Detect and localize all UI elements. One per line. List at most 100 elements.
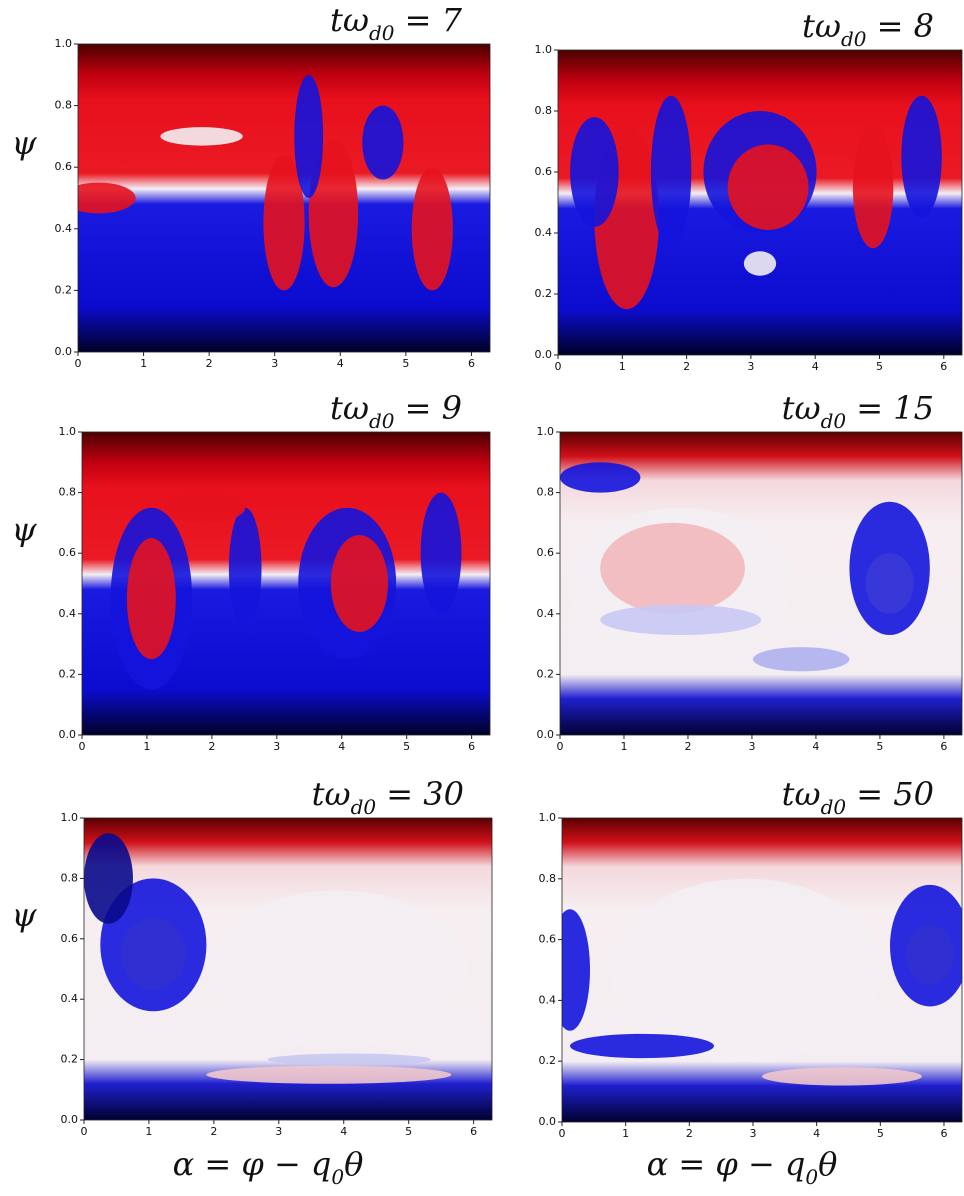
field-structure (420, 492, 462, 614)
y-tick-label: 0.6 (539, 933, 557, 946)
y-axis-label: ψ (11, 510, 37, 548)
x-tick-label: 1 (620, 740, 627, 753)
x-tick-label: 1 (140, 357, 147, 370)
x-tick-label: 4 (813, 1127, 820, 1140)
x-tick-label: 2 (683, 360, 690, 373)
field-structure (570, 117, 619, 227)
x-tick-label: 2 (684, 740, 691, 753)
y-tick-label: 1.0 (537, 425, 555, 438)
panel-title-part: = 8 (866, 7, 934, 45)
field-structure (727, 144, 809, 230)
panel-title-part: tω (330, 1, 369, 39)
panel-title: tωd0 = 7 (330, 1, 463, 45)
field-structure (78, 182, 136, 214)
panel-title-part: d0 (351, 795, 377, 819)
x-tick-label: 6 (468, 740, 475, 753)
field-structure (600, 522, 745, 614)
panel-title: tωd0 = 30 (312, 775, 464, 819)
x-tick-label: 2 (206, 357, 213, 370)
field-structure (906, 924, 954, 986)
y-tick-label: 0.4 (537, 607, 555, 620)
field-structure (263, 154, 305, 291)
field-structure (901, 95, 942, 218)
x-tick-label: 6 (470, 1125, 477, 1138)
field-structure (120, 917, 186, 991)
x-tick-label: 2 (686, 1127, 693, 1140)
field-image (84, 818, 492, 1120)
panel: 0 1 2 3 4 5 6 0.0 0.2 0.4 0.6 0.8 1.0 tωd0 = 8 (535, 7, 963, 373)
x-axis-label-part: θ (818, 1145, 837, 1183)
field-structure (126, 538, 176, 660)
x-tick-label: 0 (559, 1127, 566, 1140)
plot-frame (77, 43, 491, 353)
field-structure (852, 126, 894, 249)
y-tick-label: 0.4 (55, 222, 73, 235)
y-tick-label: 0.4 (535, 226, 553, 239)
field-structure (330, 535, 388, 632)
x-tick-label: 1 (622, 1127, 629, 1140)
y-tick-label: 0.0 (61, 1113, 79, 1126)
x-tick-label: 6 (940, 1127, 947, 1140)
field-structure (570, 1033, 714, 1059)
field-image (78, 44, 490, 352)
x-axis-label-part: 0 (331, 1165, 344, 1189)
panel-title-part: = 9 (394, 389, 462, 427)
y-tick-label: 1.0 (61, 811, 79, 824)
x-axis-label-part: α = φ − q (173, 1145, 332, 1183)
panel-title-part: = 50 (846, 775, 934, 813)
x-tick-label: 5 (403, 740, 410, 753)
field-structure (160, 127, 243, 146)
field-structure (163, 492, 246, 523)
field-image (558, 50, 962, 355)
plot-frame (557, 49, 963, 356)
y-tick-label: 0.6 (55, 160, 73, 173)
x-tick-label: 0 (79, 740, 86, 753)
x-tick-label: 5 (877, 1127, 884, 1140)
field-structure (362, 105, 404, 180)
panel-title: tωd0 = 9 (330, 389, 462, 433)
field-structure (762, 1067, 922, 1086)
field-structure (865, 553, 914, 614)
y-tick-label: 0.0 (59, 728, 77, 741)
y-tick-label: 1.0 (539, 811, 557, 824)
y-tick-label: 0.2 (55, 283, 73, 296)
x-tick-label: 4 (338, 740, 345, 753)
y-tick-label: 0.0 (55, 345, 73, 358)
panel: 0 1 2 3 4 5 6 0.0 0.2 0.4 0.6 0.8 1.0 tωd0 = 50 α = φ … (539, 775, 963, 1189)
y-axis-label: ψ (11, 896, 37, 934)
x-tick-label: 4 (812, 360, 819, 373)
plot-frame (561, 817, 963, 1123)
panel: 0 1 2 3 4 5 6 0.0 0.2 0.4 0.6 0.8 1.0 tωd0 = 15 (537, 389, 963, 753)
x-tick-label: 3 (271, 357, 278, 370)
x-tick-label: 4 (337, 357, 344, 370)
x-tick-label: 5 (876, 740, 883, 753)
x-tick-label: 0 (555, 360, 562, 373)
y-tick-label: 0.8 (55, 99, 73, 112)
field-structure (600, 604, 761, 636)
field-structure (206, 1065, 452, 1084)
x-tick-label: 3 (275, 1125, 282, 1138)
x-axis-label-part: θ (344, 1145, 363, 1183)
panel-title-part: = 15 (846, 389, 934, 427)
panel-title-part: d0 (841, 27, 867, 51)
field-structure (267, 1053, 431, 1066)
panel-title-part: d0 (369, 21, 395, 45)
panel-title-part: tω (312, 775, 351, 813)
panel-title: tωd0 = 8 (802, 7, 934, 51)
y-tick-label: 0.4 (61, 992, 79, 1005)
x-axis-label-part: α = φ − q (647, 1145, 806, 1183)
y-tick-label: 0.6 (59, 546, 77, 559)
x-tick-label: 1 (143, 740, 150, 753)
y-tick-label: 0.8 (59, 486, 77, 499)
field-structure (560, 462, 641, 493)
y-tick-label: 0.4 (539, 993, 557, 1006)
field-structure (411, 167, 453, 291)
plot-frame (559, 431, 963, 736)
y-tick-label: 0.2 (59, 667, 77, 680)
x-tick-label: 3 (273, 740, 280, 753)
y-tick-label: 0.4 (59, 607, 77, 620)
y-tick-label: 0.8 (539, 872, 557, 885)
x-tick-label: 5 (876, 360, 883, 373)
field-image (82, 432, 490, 735)
field-structure (84, 833, 133, 924)
